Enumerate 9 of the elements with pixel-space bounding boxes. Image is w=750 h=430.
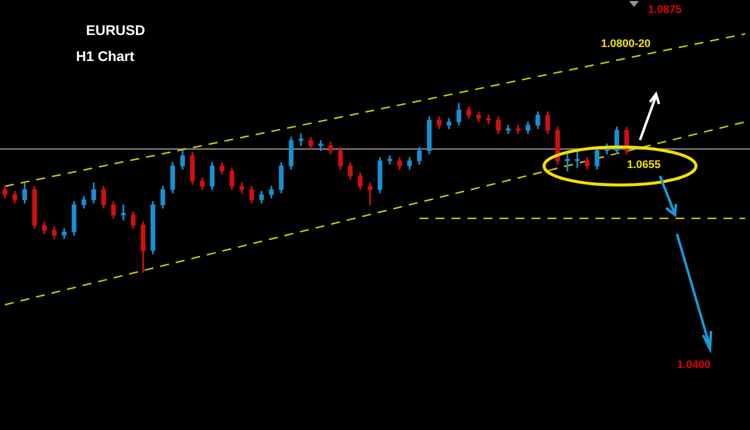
annotation: 1.0655 — [627, 159, 661, 171]
chart-subtitle: H1 Chart — [76, 48, 134, 64]
text: 1.0800-20 — [601, 38, 651, 50]
text: 1.0400 — [677, 359, 711, 371]
text: 1.0875 — [648, 4, 682, 16]
chart-title: EURUSD — [86, 22, 146, 38]
candlestick — [565, 154, 570, 172]
candlestick — [298, 133, 304, 146]
candlestick — [368, 182, 372, 206]
